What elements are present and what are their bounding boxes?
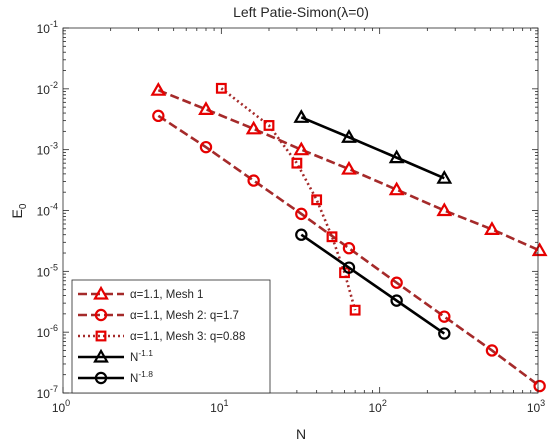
legend-entry: α=1.1, Mesh 1: [78, 285, 203, 301]
chart-title: Left Patie-Simon(λ=0): [233, 4, 369, 20]
legend-marker: [94, 371, 108, 385]
y-axis-label-main: E: [9, 209, 25, 218]
series-5: [295, 228, 451, 340]
series-4: [293, 109, 453, 184]
x-tick-label: 100: [52, 398, 70, 415]
data-point: [247, 174, 260, 187]
data-point: [245, 120, 262, 135]
data-point: [152, 109, 165, 123]
series-line: [300, 116, 445, 180]
data-point: [199, 140, 213, 154]
data-point: [438, 327, 451, 340]
x-tick-label: 101: [210, 398, 228, 415]
data-point: [349, 304, 361, 316]
data-point: [388, 149, 405, 164]
data-point: [311, 194, 323, 206]
legend-entry: α=1.1, Mesh 2: q=1.7: [78, 308, 239, 322]
y-tick-label: 10-4: [37, 202, 58, 219]
data-point: [485, 344, 499, 357]
data-point: [390, 276, 403, 289]
data-point: [341, 160, 357, 175]
legend-label: N-1.8: [130, 369, 153, 385]
data-point: [484, 221, 500, 235]
series-1: [150, 81, 548, 257]
data-point: [342, 261, 356, 274]
legend-entry: N-1.1: [78, 348, 153, 364]
data-point: [263, 120, 275, 131]
data-point: [326, 231, 338, 243]
data-point: [436, 169, 453, 184]
x-axis-label: N: [296, 426, 306, 442]
data-point: [293, 141, 310, 156]
data-point: [388, 181, 405, 196]
legend-label: α=1.1, Mesh 1: [130, 289, 203, 301]
data-point: [533, 379, 546, 393]
y-tick-label: 10-7: [37, 384, 58, 401]
legend-label: α=1.1, Mesh 2: q=1.7: [130, 310, 239, 322]
x-tick-label: 103: [527, 398, 545, 415]
legend-marker: [95, 330, 107, 342]
x-tick-label: 102: [368, 398, 386, 415]
data-point: [198, 101, 214, 115]
legend-marker: [93, 285, 109, 300]
series-line: [300, 233, 446, 335]
y-axis-label-subscript: 0: [18, 203, 29, 209]
legend-entry: α=1.1, Mesh 3: q=0.88: [78, 330, 245, 343]
y-axis-label: E0: [9, 203, 29, 218]
data-point: [150, 81, 167, 96]
data-point: [295, 207, 308, 221]
data-point: [438, 310, 451, 323]
data-point: [291, 157, 303, 169]
data-point: [293, 109, 310, 123]
y-tick-label: 10-6: [37, 323, 58, 340]
y-tick-label: 10-5: [37, 262, 58, 279]
legend-marker: [93, 348, 109, 363]
data-point: [436, 202, 453, 217]
series-line: [220, 87, 357, 311]
data-point: [341, 129, 357, 143]
y-tick-label: 10-2: [37, 80, 58, 97]
y-axis-label-group: E0: [9, 203, 29, 218]
legend-label: N-1.1: [130, 348, 153, 364]
data-point: [390, 294, 403, 307]
y-tick-label: 10-1: [37, 19, 58, 36]
data-point: [215, 82, 227, 94]
series-line: [157, 88, 541, 252]
series-2: [152, 109, 546, 393]
legend-marker: [94, 308, 108, 322]
legend-label: α=1.1, Mesh 3: q=0.88: [130, 331, 245, 343]
data-point: [342, 242, 356, 255]
legend-entry: N-1.8: [78, 369, 153, 385]
data-point: [295, 228, 308, 241]
axis-ticks: 100 101 102 103 10-7 10-6 10-5 10-4 10-3 10-2 10-1: [37, 19, 546, 415]
plot-marks: [150, 81, 548, 393]
y-tick-label: 10-3: [37, 141, 58, 158]
data-point: [531, 242, 548, 257]
legend: α=1.1, Mesh 1 α=1.1, Mesh 2: q=1.7 α=1.1, …: [71, 279, 271, 394]
